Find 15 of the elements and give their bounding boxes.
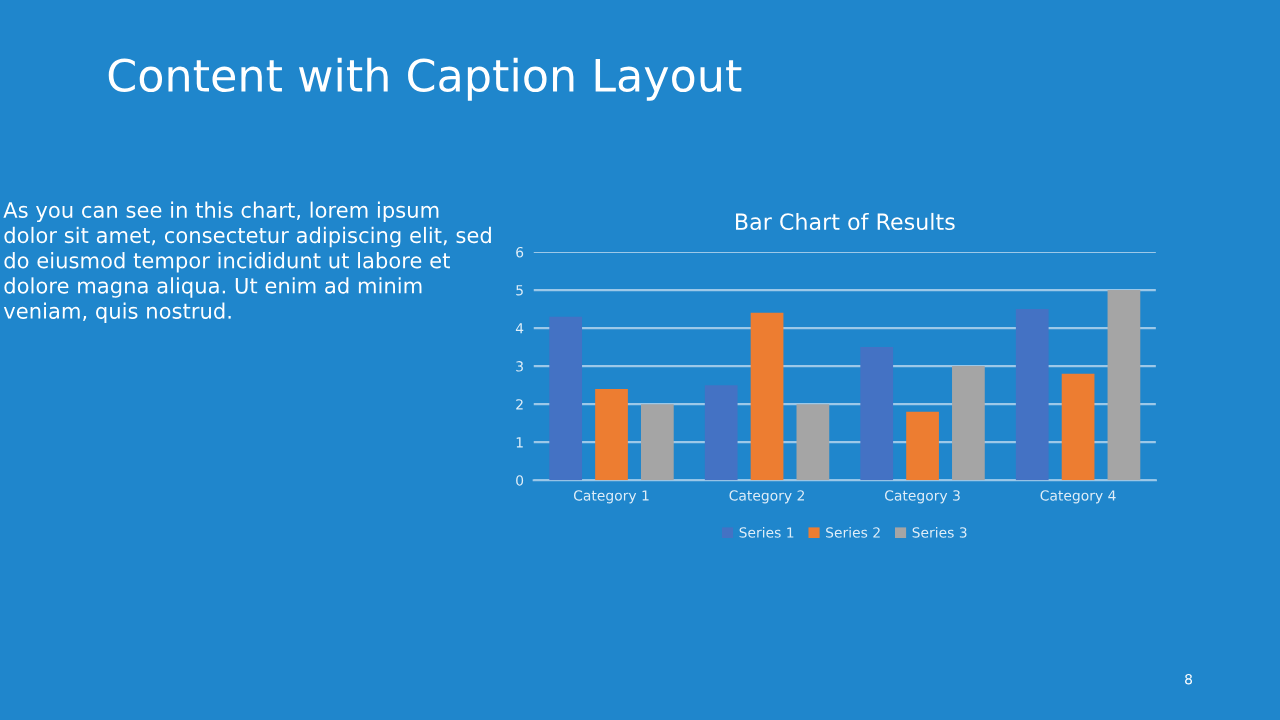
bar <box>750 312 784 481</box>
bar <box>1015 309 1049 481</box>
bar <box>952 366 985 481</box>
bar <box>906 411 939 481</box>
bar <box>595 388 628 481</box>
text: Content with Caption Layout <box>108 57 742 101</box>
text: As you can see in this chart, lorem ipsum dolor sit amet, consectetur adipiscing elit, sed do eiusmod tempor incididunt ut labore et dolore magna aliqua. Ut enim ad minim veniam, quis nostrud. <box>3 201 491 324</box>
bar <box>549 316 583 481</box>
bar <box>860 347 894 481</box>
bar <box>704 385 738 481</box>
bar <box>640 404 674 481</box>
chart-title: Bar Chart of Results <box>736 212 955 231</box>
bar <box>796 404 830 481</box>
bar <box>1107 290 1141 481</box>
bar <box>1061 373 1095 481</box>
